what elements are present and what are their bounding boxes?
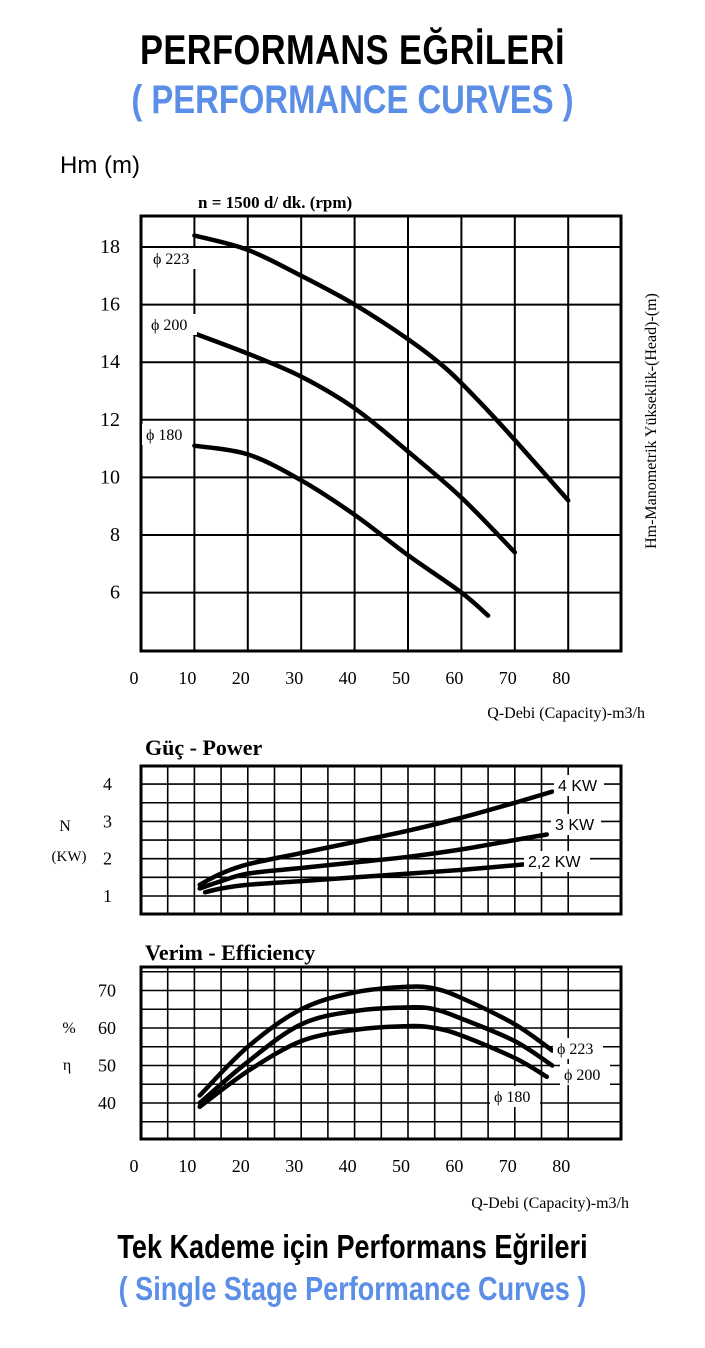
head-x-tick-label: 80 <box>552 668 570 688</box>
power-series-line <box>197 832 550 891</box>
power-y-tick-label: 4 <box>103 774 112 794</box>
eff-y-tick-label: 50 <box>98 1056 116 1076</box>
head-series-label: ϕ 223 <box>153 251 189 268</box>
eff-series-line <box>197 984 555 1098</box>
power-y-tick-label: 1 <box>103 886 112 906</box>
power-series-label-bg <box>551 814 601 835</box>
page-subtitle: ( PERFORMANCE CURVES ) <box>131 78 574 122</box>
head-series-label-bg <box>147 314 197 335</box>
eff-y-tick-label: 40 <box>98 1093 116 1113</box>
head-y-tick-label: 12 <box>100 409 120 431</box>
head-rpm-label: n = 1500 d/ dk. (rpm) <box>198 193 352 212</box>
page-title: PERFORMANS EĞRİLERİ <box>140 26 565 73</box>
eff-x-tick-label: 10 <box>178 1156 196 1176</box>
head-series-label-bg <box>149 248 199 269</box>
power-series-label: 4 KW <box>558 778 598 795</box>
eff-x-tick-label: 70 <box>499 1156 517 1176</box>
eff-y-tick-label: 70 <box>98 981 116 1001</box>
power-title: Güç - Power <box>145 735 263 760</box>
eff-frame <box>139 965 623 1141</box>
head-series-line <box>192 233 571 503</box>
eff-x-tick-label: 0 <box>130 1156 139 1176</box>
eff-x-tick-label: 30 <box>285 1156 303 1176</box>
eff-series-label: ϕ 200 <box>564 1067 600 1084</box>
power-ticks: 1 2 3 4 <box>103 774 112 906</box>
footer-subtitle: ( Single Stage Performance Curves ) <box>118 1270 587 1307</box>
power-series-line <box>197 789 555 888</box>
head-x-tick-label: 60 <box>445 668 463 688</box>
efficiency-title: Verim - Efficiency <box>145 940 315 965</box>
footer-title: Tek Kademe için Performans Eğrileri <box>117 1228 588 1265</box>
head-series-label: ϕ 180 <box>146 427 182 444</box>
head-series-line <box>192 443 491 618</box>
eff-series-label-bg <box>553 1038 603 1059</box>
head-series-line <box>192 331 518 555</box>
power-frame <box>139 764 623 916</box>
eff-series-label: ϕ 223 <box>557 1041 593 1058</box>
head-series-labels: ϕ 223 ϕ 200 ϕ 180 <box>142 248 199 445</box>
efficiency-xlabel: Q-Debi (Capacity)-m3/h <box>471 1195 629 1212</box>
eff-x-tick-label: 40 <box>339 1156 357 1176</box>
head-xlabel: Q-Debi (Capacity)-m3/h <box>487 705 645 722</box>
power-curves <box>197 789 555 895</box>
power-y-tick-label: 2 <box>103 849 112 869</box>
head-x-tick-label: 40 <box>339 668 357 688</box>
head-ylabel-right: Hm-Manometrik Yükseklik-(Head)-(m) <box>643 293 660 549</box>
efficiency-ticks: 40 50 60 70 0 10 20 30 40 50 60 70 80 <box>98 981 570 1177</box>
eff-y-tick-label: 60 <box>98 1018 116 1038</box>
head-curves <box>192 233 571 618</box>
efficiency-grid <box>139 965 623 1141</box>
power-series-label-bg <box>524 851 590 872</box>
head-frame <box>139 214 623 653</box>
efficiency-curves <box>197 984 555 1110</box>
head-y-tick-label: 8 <box>110 524 120 546</box>
eff-x-tick-label: 80 <box>552 1156 570 1176</box>
head-series-label: ϕ 200 <box>151 317 187 334</box>
power-chart: Güç - Power N (KW) 1 2 3 4 4 KW 3 KW 2,2 KW <box>52 735 623 916</box>
power-series-label: 2,2 KW <box>528 854 581 871</box>
head-x-tick-label: 10 <box>178 668 196 688</box>
eff-x-tick-label: 60 <box>445 1156 463 1176</box>
head-x-tick-label: 50 <box>392 668 410 688</box>
eff-series-label-bg <box>560 1064 610 1085</box>
power-series-labels: 4 KW 3 KW 2,2 KW <box>524 775 604 872</box>
head-ticks: 6 8 10 12 14 16 18 0 10 20 30 40 50 60 70 80 <box>100 236 570 688</box>
power-series-label: 3 KW <box>555 817 595 834</box>
head-y-tick-label: 10 <box>100 466 120 488</box>
head-grid <box>139 214 623 653</box>
eff-x-tick-label: 20 <box>232 1156 250 1176</box>
head-x-tick-label: 0 <box>130 668 139 688</box>
head-y-tick-label: 18 <box>100 236 120 258</box>
power-series-line <box>202 862 528 895</box>
head-x-tick-label: 30 <box>285 668 303 688</box>
power-series-label-bg <box>554 775 604 796</box>
eff-series-line <box>197 1023 550 1110</box>
efficiency-ylabel: % <box>62 1020 75 1037</box>
head-x-tick-label: 70 <box>499 668 517 688</box>
eff-series-line <box>197 1005 555 1106</box>
head-y-tick-label: 6 <box>110 582 120 604</box>
efficiency-ylabel-symbol: η <box>63 1057 71 1074</box>
head-series-label-bg <box>142 424 192 445</box>
eff-series-label: ϕ 180 <box>494 1089 530 1106</box>
power-ylabel-unit: (KW) <box>52 849 87 865</box>
power-ylabel: N <box>59 818 71 835</box>
power-y-tick-label: 3 <box>103 811 112 831</box>
head-chart: Hm (m) n = 1500 d/ dk. (rpm) Q-Debi (Cap… <box>60 152 660 722</box>
head-y-tick-label: 14 <box>100 351 120 373</box>
head-y-tick-label: 16 <box>100 294 120 316</box>
eff-series-label-bg <box>490 1086 540 1107</box>
eff-x-tick-label: 50 <box>392 1156 410 1176</box>
head-ylabel: Hm (m) <box>60 152 140 179</box>
head-x-tick-label: 20 <box>232 668 250 688</box>
efficiency-chart: Verim - Efficiency % η Q-Debi (Capacity)… <box>62 940 629 1212</box>
efficiency-series-labels: ϕ 223 ϕ 200 ϕ 180 <box>490 1038 610 1107</box>
